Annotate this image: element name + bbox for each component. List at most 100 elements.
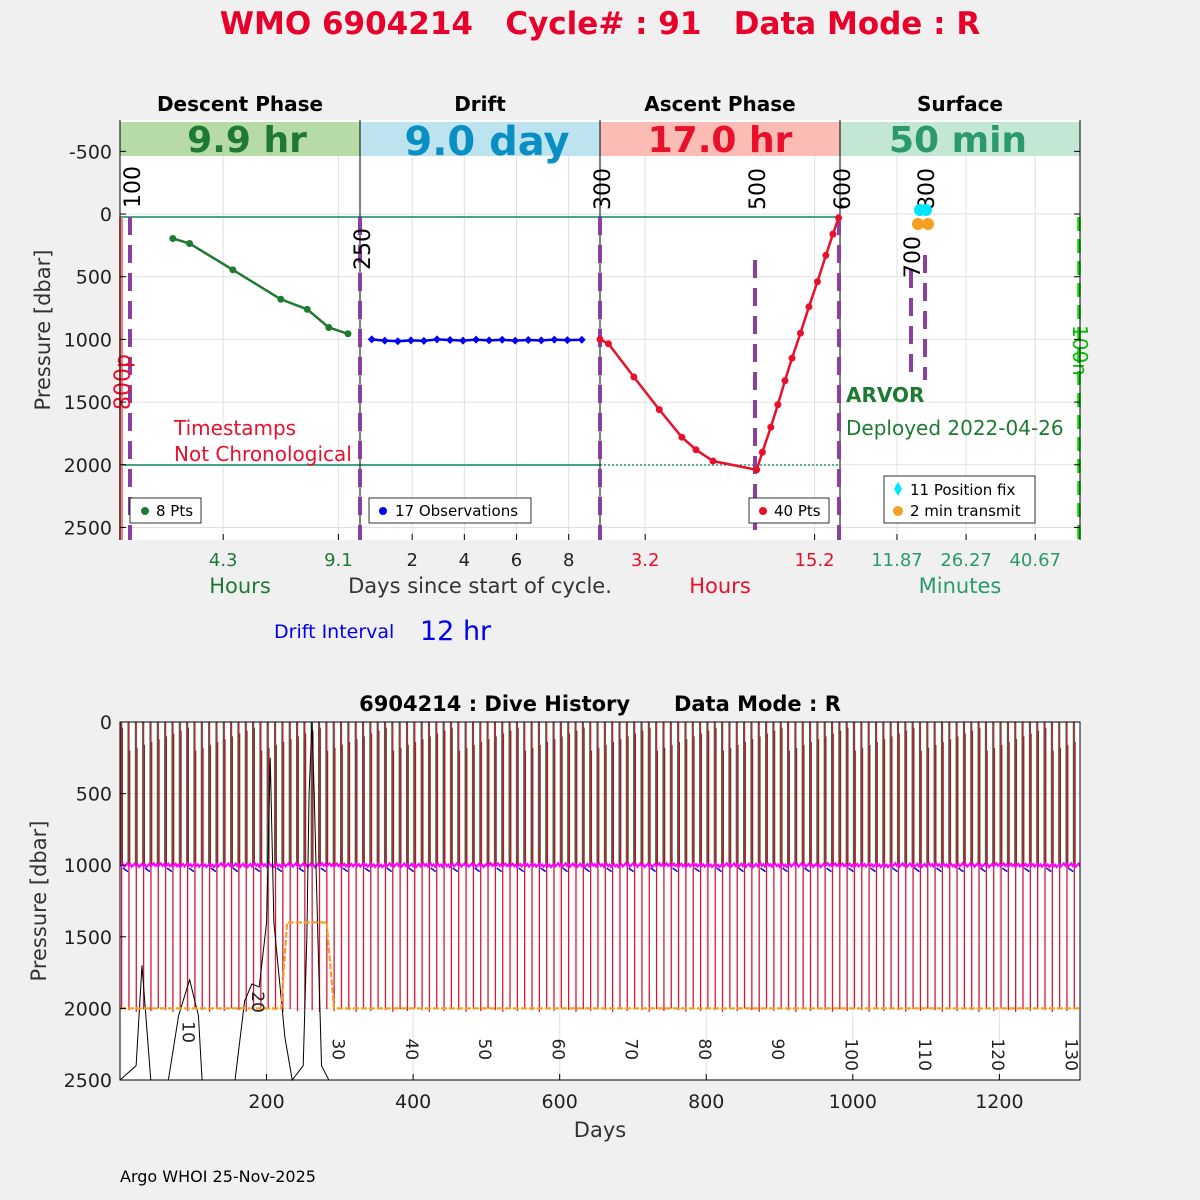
drift-excursion	[1023, 867, 1030, 873]
drift-point	[577, 335, 586, 344]
x-tick-label: 2	[406, 550, 417, 571]
cycle-label: 70	[621, 1038, 641, 1060]
cycle-label: 50	[474, 1038, 494, 1060]
label-100: 100	[121, 166, 146, 208]
drift-series	[367, 335, 586, 346]
x-ticks: 4.3 9.1 2 4 6 8 3.2 15.2 11.87 26.27 40.67	[209, 534, 1061, 571]
drift-point	[511, 336, 520, 345]
bottom-x-axis-label: Days	[574, 1118, 626, 1142]
ascent-point	[796, 329, 804, 337]
surface-position-fixes	[912, 204, 934, 230]
cycle-profiles	[120, 722, 1076, 1012]
cycle-label: 110	[914, 1038, 934, 1070]
drift-excursion	[232, 867, 239, 873]
cycle-label: 40	[401, 1038, 421, 1060]
cycle-label: 80	[694, 1038, 714, 1060]
ascent-legend-text: 40 Pts	[774, 502, 821, 520]
position-fix-legend-marker	[894, 482, 902, 496]
label-600: 600	[831, 168, 856, 210]
surface-x-label: Minutes	[919, 574, 1002, 598]
drift-duration: 9.0 day	[404, 119, 569, 165]
park-depth-line	[120, 921, 1080, 1010]
x-tick-label: 26.27	[940, 550, 992, 571]
ascent-point	[709, 457, 717, 465]
descent-phase-title: Descent Phase	[157, 92, 323, 116]
drift-excursion	[628, 867, 635, 873]
y-tick-label: 1500	[64, 392, 112, 414]
surface-legend: 11 Position fix 2 min transmit	[883, 475, 1036, 524]
descent-point	[303, 305, 311, 313]
footer-credit: Argo WHOI 25-Nov-2025	[120, 1167, 316, 1186]
label-300: 300	[591, 168, 616, 210]
ascent-point	[630, 373, 638, 381]
ascent-point	[781, 377, 789, 385]
drift-excursion	[254, 867, 261, 873]
x-tick-label: 15.2	[795, 550, 835, 571]
drift-excursion	[540, 867, 547, 873]
drift-point	[563, 336, 572, 345]
y-tick-label: 1000	[64, 855, 112, 877]
drift-interval-label: Drift Interval	[274, 621, 394, 643]
drift-excursion	[122, 867, 129, 873]
drift-excursion	[1067, 867, 1074, 873]
x-tick-label: 40.67	[1009, 550, 1061, 571]
drift-excursion	[847, 867, 854, 873]
y-tick-label: 2500	[64, 1070, 112, 1092]
x-tick-label: 11.87	[871, 550, 923, 571]
drift-excursion	[716, 867, 722, 873]
descent-x-label: Hours	[209, 574, 271, 598]
drift-excursion	[474, 867, 481, 873]
drift-excursion	[1045, 867, 1052, 873]
descent-point	[277, 295, 285, 303]
descent-point	[186, 239, 194, 247]
descent-duration-band	[120, 122, 360, 156]
drift-point	[459, 336, 468, 345]
label-250: 250	[351, 228, 376, 270]
ascent-point	[835, 214, 843, 222]
ascent-point	[788, 354, 796, 362]
descent-series	[169, 234, 352, 338]
cycle-profile-chart: Descent Phase Drift Ascent Phase Surface…	[31, 92, 1092, 647]
drift-point	[367, 335, 376, 344]
cycle-label: 130	[1060, 1038, 1080, 1070]
bathymetry-trace	[119, 721, 1080, 1082]
ascent-point	[753, 466, 761, 474]
drift-excursion	[804, 867, 810, 873]
transmit-point	[912, 218, 924, 230]
drift-point	[406, 336, 415, 345]
x-tick-label: 6	[511, 550, 522, 571]
dive-history-frame	[119, 721, 1081, 1081]
y-tick-label: -500	[69, 141, 112, 163]
drift-point	[393, 337, 402, 346]
drift-point	[432, 335, 441, 344]
y-tick-label: 1500	[64, 927, 112, 949]
x-tick-label: 800	[688, 1091, 724, 1113]
x-ticks: 200 400 600 800 1000 1200	[248, 1074, 1024, 1113]
drift-excursion	[760, 867, 766, 873]
drift-legend-marker	[379, 507, 387, 515]
drift-excursion	[694, 867, 700, 873]
y-ticks: -500 0 500 1000 1500 2000 2500	[64, 141, 1080, 539]
top-y-axis-label: Pressure [dbar]	[31, 250, 55, 411]
ascent-series	[596, 214, 843, 474]
drift-point	[498, 335, 507, 344]
drift-pressure-line	[119, 861, 1081, 869]
drift-excursion	[738, 867, 744, 873]
drift-point	[380, 336, 389, 345]
surface-duration-band	[840, 122, 1080, 156]
drift-excursion	[826, 867, 832, 873]
label-700: 700	[901, 236, 926, 278]
label-800: 800	[915, 168, 940, 210]
y-tick-label: 1000	[64, 329, 112, 351]
x-tick-label: 4.3	[209, 550, 238, 571]
drift-excursion	[144, 867, 151, 873]
surface-phase-title: Surface	[917, 92, 1003, 116]
position-fix-point	[920, 204, 932, 216]
descent-point	[325, 323, 333, 331]
park-depth-trace	[120, 921, 1080, 1010]
drift-excursion	[452, 867, 459, 873]
drift-point	[419, 336, 428, 345]
float-type: ARVOR	[846, 383, 924, 407]
drift-point	[524, 336, 533, 345]
not-chronological-note: Not Chronological	[174, 442, 352, 466]
